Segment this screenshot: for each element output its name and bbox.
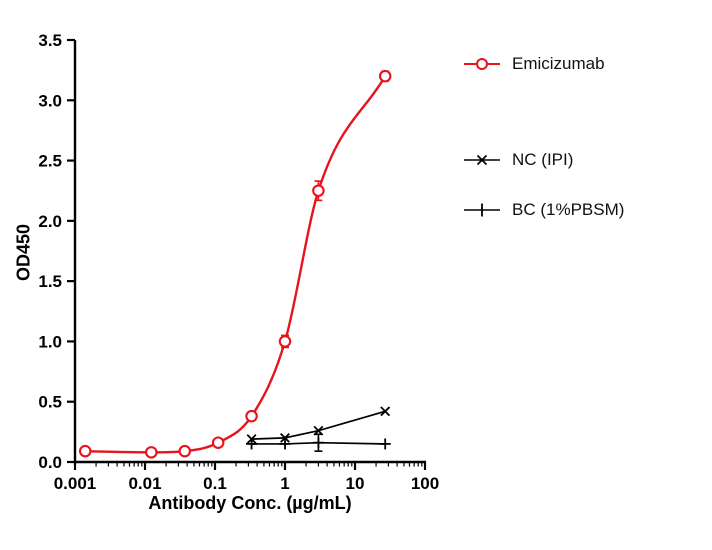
svg-text:0.001: 0.001 xyxy=(54,474,97,493)
svg-text:0.1: 0.1 xyxy=(203,474,227,493)
svg-text:10: 10 xyxy=(346,474,365,493)
x-axis-title: Antibody Conc. (µg/mL) xyxy=(148,493,352,513)
svg-text:1.0: 1.0 xyxy=(38,332,62,351)
svg-text:1: 1 xyxy=(280,474,289,493)
legend-label-emicizumab: Emicizumab xyxy=(512,54,605,73)
legend-item-emicizumab: Emicizumab xyxy=(462,54,702,74)
plus-marker-icon xyxy=(464,203,500,217)
svg-text:2.0: 2.0 xyxy=(38,212,62,231)
svg-text:3.0: 3.0 xyxy=(38,91,62,110)
legend-label-bc-pbsm: BC (1%PBSM) xyxy=(512,200,625,219)
svg-text:3.5: 3.5 xyxy=(38,31,62,50)
legend-label-nc-ipi: NC (IPI) xyxy=(512,150,574,169)
svg-text:2.5: 2.5 xyxy=(38,152,62,171)
svg-text:1.5: 1.5 xyxy=(38,272,62,291)
y-axis-title: OD450 xyxy=(13,223,34,282)
svg-text:0.5: 0.5 xyxy=(38,393,62,412)
svg-text:100: 100 xyxy=(411,474,439,493)
x-marker-icon xyxy=(464,154,500,166)
open-circle-marker-icon xyxy=(464,58,500,70)
legend-item-nc-ipi: NC (IPI) xyxy=(462,150,702,170)
svg-text:0.0: 0.0 xyxy=(38,453,62,472)
svg-text:0.01: 0.01 xyxy=(128,474,161,493)
chart-legend: Emicizumab NC (IPI) BC (1%PBSM) xyxy=(462,54,702,220)
legend-item-bc-pbsm: BC (1%PBSM) xyxy=(462,200,702,220)
